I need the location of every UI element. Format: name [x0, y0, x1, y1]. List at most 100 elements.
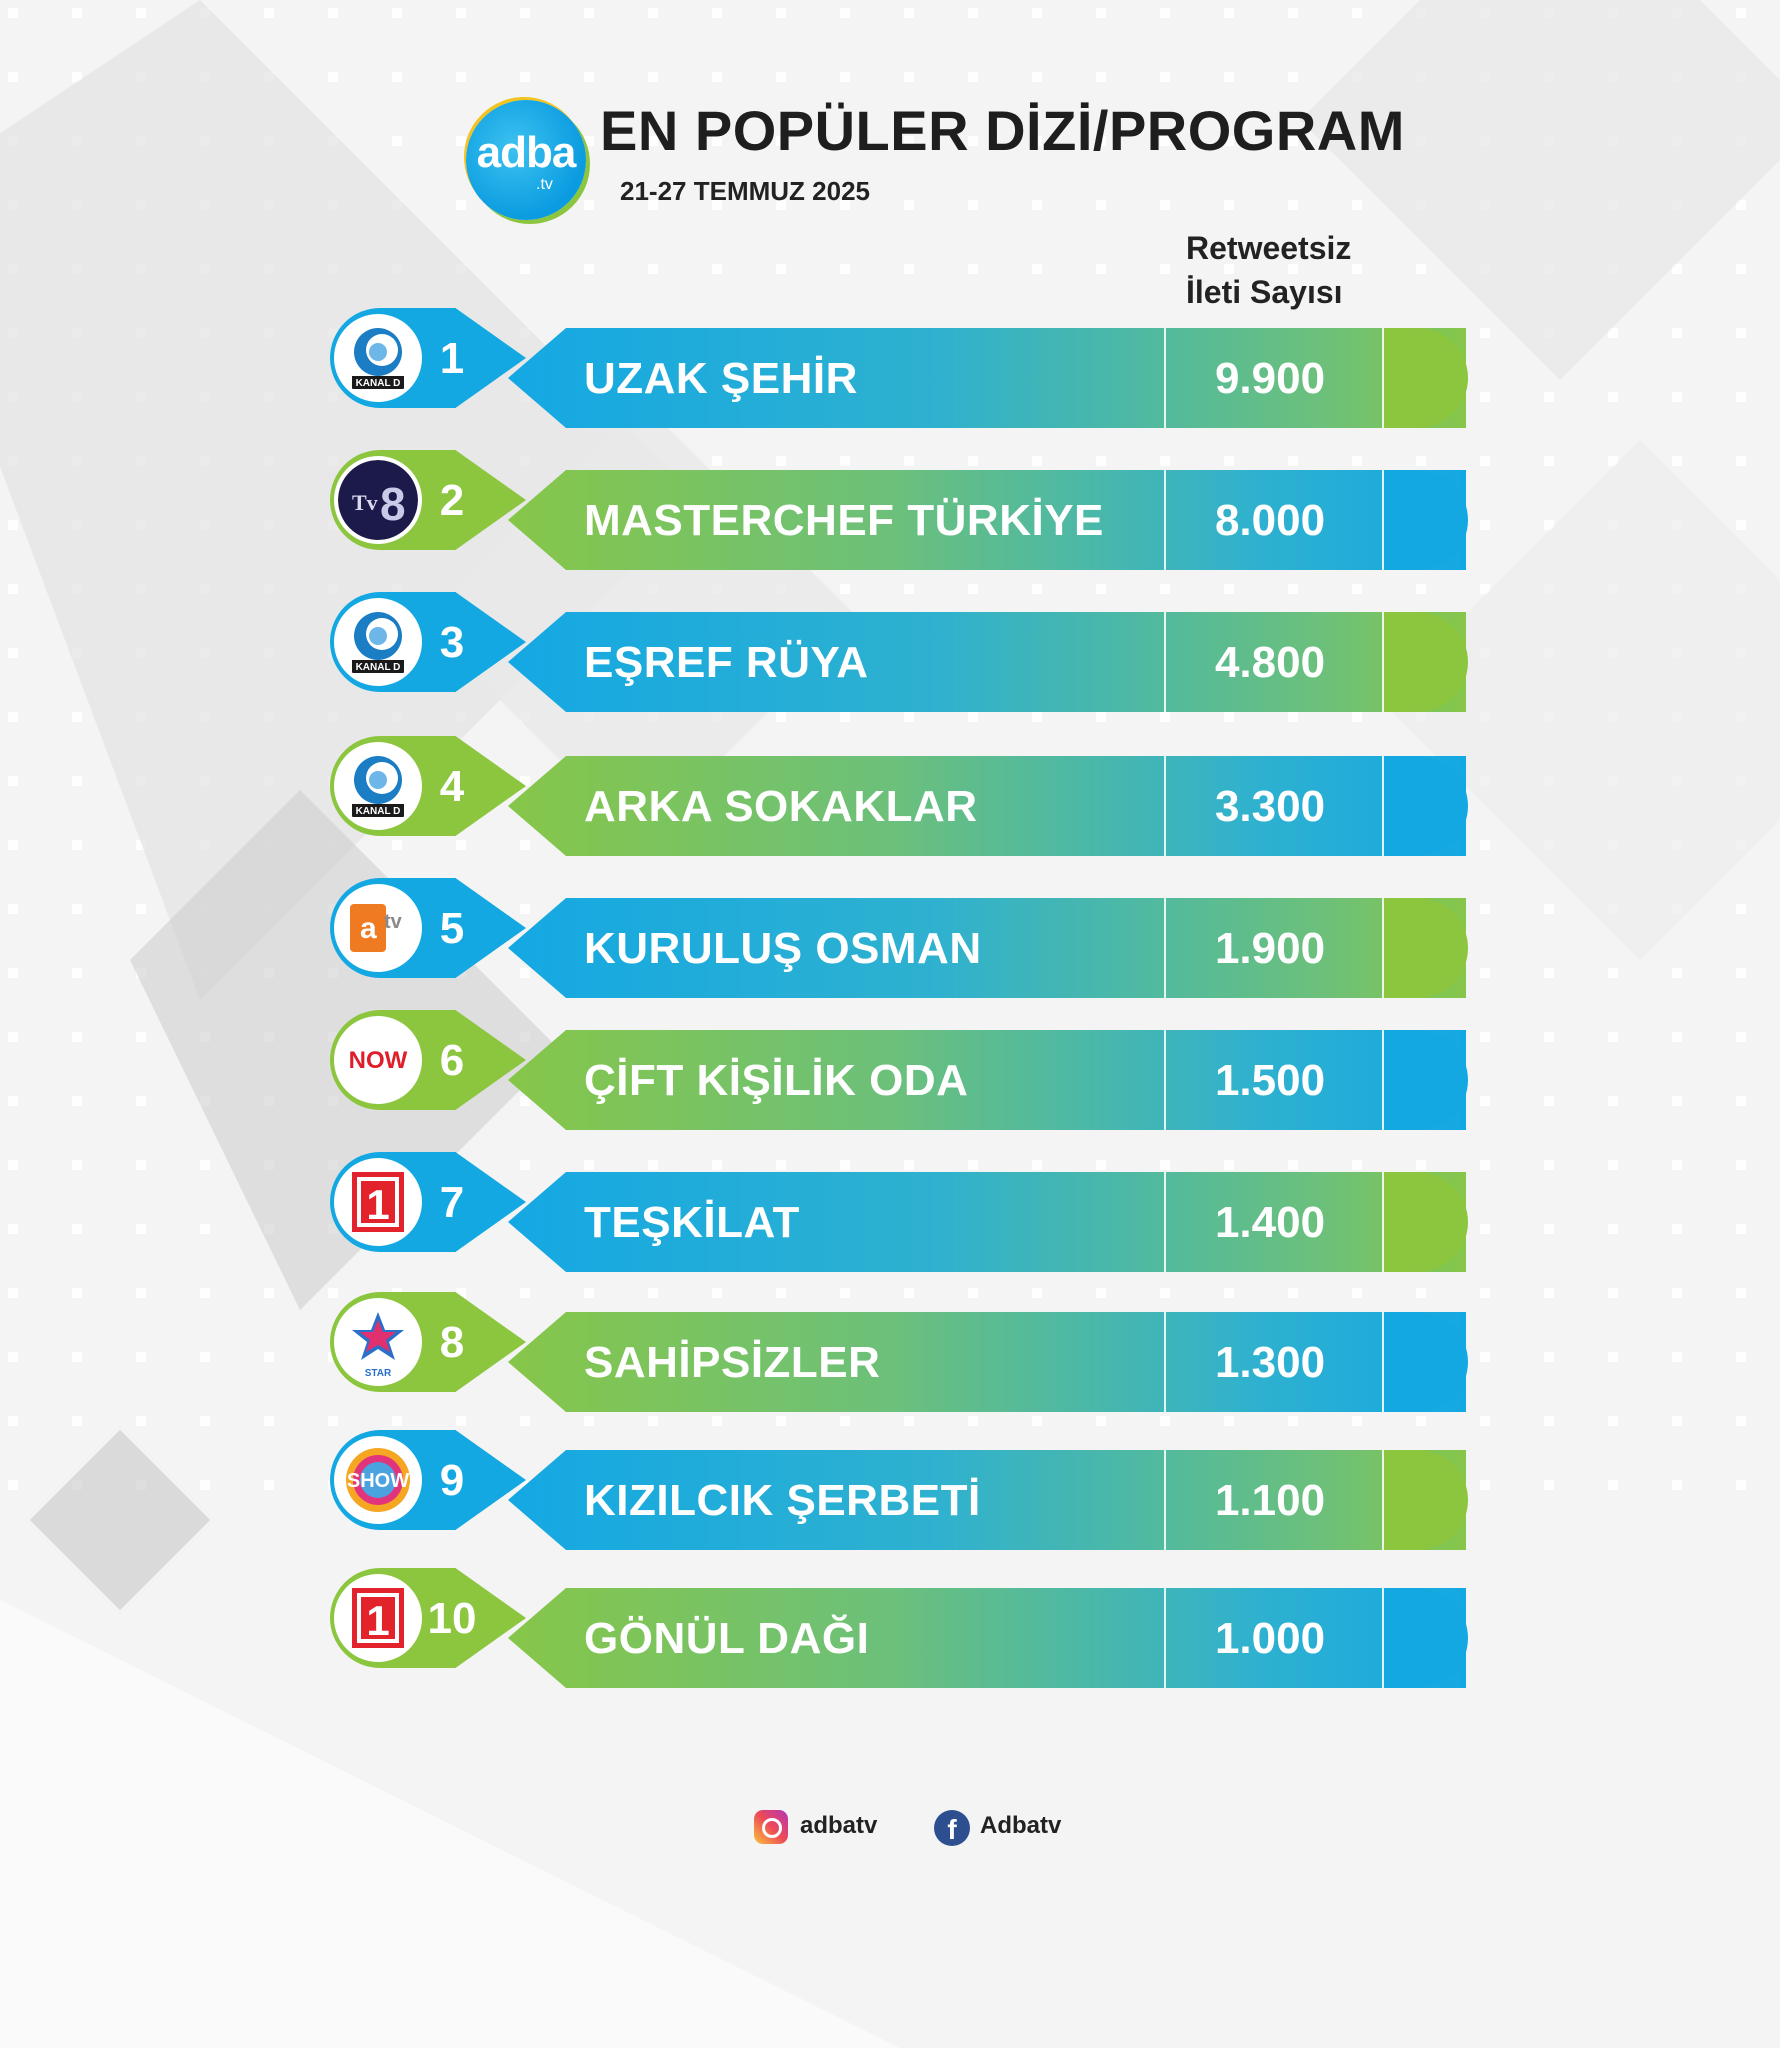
value-divider-left	[1164, 1030, 1166, 1130]
post-count-value: 4.800	[1214, 638, 1326, 687]
rank-number: 9	[439, 1456, 465, 1505]
rank-number: 2	[439, 476, 465, 525]
trt1-logo: 1	[338, 1578, 418, 1658]
bar-end-cap	[1384, 1450, 1468, 1550]
ranking-row: STAR 8 SAHİPSİZLER 1.300	[0, 1292, 1780, 1412]
facebook-icon[interactable]: f	[934, 1810, 970, 1846]
ranking-row: KANAL D 1 UZAK ŞEHİR 9.900	[0, 308, 1780, 428]
ranking-row: KANAL D 3 EŞREF RÜYA 4.800	[0, 592, 1780, 712]
svg-text:1: 1	[366, 1181, 389, 1228]
post-count-value: 1.300	[1214, 1338, 1326, 1387]
value-divider-left	[1164, 612, 1166, 712]
svg-text:KANAL D: KANAL D	[356, 662, 401, 673]
post-count-value: 8.000	[1214, 496, 1326, 545]
program-bar	[508, 1030, 1466, 1130]
show-logo: SHOW	[338, 1440, 418, 1520]
bar-end-cap	[1384, 898, 1468, 998]
program-bar	[508, 1172, 1466, 1272]
value-divider-right	[1382, 1588, 1384, 1688]
ranking-row: SHOW 9 KIZILCIK ŞERBETİ 1.100	[0, 1430, 1780, 1550]
value-divider-left	[1164, 1588, 1166, 1688]
page-title: EN POPÜLER DİZİ/PROGRAM	[600, 99, 1405, 162]
value-divider-left	[1164, 1450, 1166, 1550]
program-bar	[508, 898, 1466, 998]
program-name: ÇİFT KİŞİLİK ODA	[584, 1056, 969, 1105]
svg-text:8: 8	[380, 478, 406, 530]
footer: adbatv f Adbatv	[0, 1806, 1780, 1856]
instagram-handle[interactable]: adbatv	[800, 1812, 878, 1839]
program-bar	[508, 1588, 1466, 1688]
svg-text:KANAL D: KANAL D	[356, 806, 401, 817]
ranking-row: NOW 6 ÇİFT KİŞİLİK ODA 1.500	[0, 1010, 1780, 1130]
atv-logo: a tv	[338, 888, 418, 968]
svg-text:SHOW: SHOW	[347, 1470, 409, 1492]
post-count-value: 1.900	[1214, 924, 1326, 973]
value-divider-left	[1164, 1172, 1166, 1272]
value-divider-right	[1382, 470, 1384, 570]
now-logo: NOW	[338, 1020, 418, 1100]
bar-end-cap	[1384, 328, 1468, 428]
program-name: MASTERCHEF TÜRKİYE	[584, 496, 1104, 545]
bar-end-cap	[1384, 1030, 1468, 1130]
program-bar	[508, 1312, 1466, 1412]
logo-brand-text: adba	[476, 128, 577, 177]
tv8-logo: Tv 8	[338, 460, 418, 540]
adba-tv-logo: adba .tv	[466, 100, 586, 220]
value-divider-left	[1164, 328, 1166, 428]
rank-number: 8	[439, 1318, 465, 1367]
ranking-row: 1 10 GÖNÜL DAĞI 1.000	[0, 1568, 1780, 1688]
instagram-icon[interactable]	[754, 1810, 788, 1844]
kanal-d-logo: KANAL D	[338, 602, 418, 682]
program-bar	[508, 470, 1466, 570]
value-divider-right	[1382, 898, 1384, 998]
program-name: SAHİPSİZLER	[584, 1338, 881, 1387]
facebook-handle[interactable]: Adbatv	[980, 1812, 1062, 1839]
column-header-line-1: Retweetsiz	[1186, 230, 1352, 266]
rank-number: 7	[439, 1178, 465, 1227]
program-name: TEŞKİLAT	[584, 1198, 800, 1247]
bar-end-cap	[1384, 1172, 1468, 1272]
kanal-d-logo: KANAL D	[338, 318, 418, 398]
ranking-row: a tv 5 KURULUŞ OSMAN 1.900	[0, 878, 1780, 998]
rank-number: 1	[439, 334, 465, 383]
value-divider-left	[1164, 1312, 1166, 1412]
value-divider-right	[1382, 1030, 1384, 1130]
program-name: KIZILCIK ŞERBETİ	[584, 1476, 981, 1525]
value-divider-right	[1382, 1172, 1384, 1272]
program-name: EŞREF RÜYA	[584, 638, 869, 687]
post-count-value: 1.000	[1214, 1614, 1326, 1663]
program-bar	[508, 1450, 1466, 1550]
value-divider-left	[1164, 898, 1166, 998]
ranking-row: Tv 8 2 MASTERCHEF TÜRKİYE 8.000	[0, 450, 1780, 570]
svg-text:tv: tv	[384, 911, 403, 933]
value-divider-right	[1382, 1312, 1384, 1412]
post-count-value: 1.400	[1214, 1198, 1326, 1247]
program-bar	[508, 756, 1466, 856]
svg-text:STAR: STAR	[365, 1368, 392, 1379]
value-divider-right	[1382, 756, 1384, 856]
program-name: KURULUŞ OSMAN	[584, 924, 982, 973]
program-name: ARKA SOKAKLAR	[584, 782, 978, 831]
value-divider-right	[1382, 328, 1384, 428]
rank-number: 6	[439, 1036, 465, 1085]
kanal-d-logo: KANAL D	[338, 746, 418, 826]
column-header-line-2: İleti Sayısı	[1186, 274, 1343, 310]
post-count-value: 1.500	[1214, 1056, 1326, 1105]
ranking-row: 1 7 TEŞKİLAT 1.400	[0, 1152, 1780, 1272]
value-divider-left	[1164, 470, 1166, 570]
rank-number: 5	[439, 904, 465, 953]
program-bar	[508, 612, 1466, 712]
trt1-logo: 1	[338, 1162, 418, 1242]
rank-number: 3	[439, 618, 465, 667]
ranking-row: KANAL D 4 ARKA SOKAKLAR 3.300	[0, 736, 1780, 856]
svg-text:KANAL D: KANAL D	[356, 378, 401, 389]
bar-end-cap	[1384, 756, 1468, 856]
program-name: UZAK ŞEHİR	[584, 354, 858, 403]
program-name: GÖNÜL DAĞI	[584, 1614, 870, 1663]
bar-end-cap	[1384, 612, 1468, 712]
rank-number: 4	[439, 762, 465, 811]
value-divider-right	[1382, 612, 1384, 712]
post-count-value: 3.300	[1214, 782, 1326, 831]
post-count-value: 1.100	[1214, 1476, 1326, 1525]
